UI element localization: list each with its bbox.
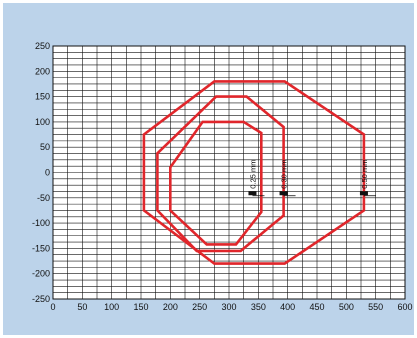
- y-tick-label: 0: [45, 168, 50, 178]
- x-tick-label: 100: [104, 302, 119, 312]
- x-axis-ticks: 0 50 100 150 200 250 300 350 400 450 500 550 600: [50, 302, 412, 312]
- y-tick-label: 100: [35, 117, 50, 127]
- y-tick-label: 250: [35, 41, 50, 51]
- reading-zones: [142, 80, 366, 265]
- y-tick-label: 150: [35, 92, 50, 102]
- grid-lines: [52, 45, 406, 300]
- resolution-marker: [248, 191, 257, 196]
- x-tick-label: 500: [339, 302, 354, 312]
- x-tick-label: 300: [221, 302, 236, 312]
- y-tick-label: -250: [32, 294, 50, 304]
- x-tick-label: 550: [368, 302, 383, 312]
- x-tick-label: 50: [77, 302, 87, 312]
- x-tick-label: 250: [192, 302, 207, 312]
- y-tick-label: -100: [32, 218, 50, 228]
- y-tick-label: 200: [35, 66, 50, 76]
- x-tick-label: 350: [251, 302, 266, 312]
- y-tick-label: -150: [32, 243, 50, 253]
- y-tick-label: 50: [40, 142, 50, 152]
- resolution-marker: [359, 191, 368, 196]
- x-tick-label: 600: [397, 302, 412, 312]
- resolution-markers: 0.25 mm 0.30 mm 0.50 mm: [248, 160, 376, 197]
- resolution-label: 0.50 mm: [360, 160, 369, 189]
- y-axis-ticks: 250 200 150 100 50 0 -50 -100 -150 -200 -250: [32, 41, 50, 304]
- x-tick-label: 150: [133, 302, 148, 312]
- reading-zone-outline-3: [169, 120, 263, 246]
- plot-border: [52, 45, 406, 300]
- resolution-label: 0.30 mm: [280, 160, 289, 189]
- reading-zone-outline-1: [142, 80, 366, 265]
- x-tick-label: 0: [50, 302, 55, 312]
- resolution-label: 0.25 mm: [248, 160, 257, 189]
- x-tick-label: 450: [309, 302, 324, 312]
- y-tick-label: -200: [32, 269, 50, 279]
- x-tick-label: 400: [280, 302, 295, 312]
- x-tick-label: 200: [163, 302, 178, 312]
- y-tick-label: -50: [37, 193, 50, 203]
- resolution-marker: [279, 191, 288, 196]
- reading-zone-outline-2: [156, 95, 285, 253]
